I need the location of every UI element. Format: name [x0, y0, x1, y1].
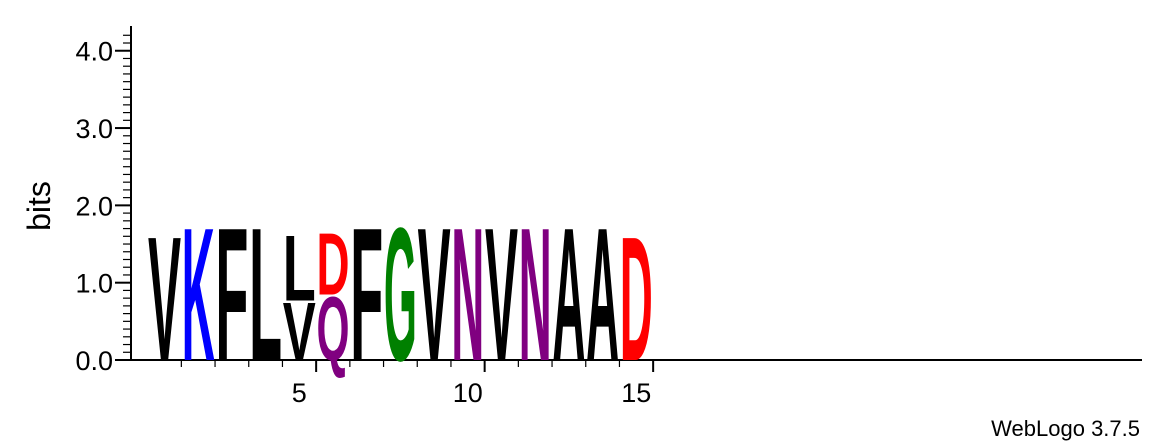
- logo-column-4: L: [249, 189, 282, 401]
- logo-letter-V: V: [148, 199, 181, 398]
- logo-column-10: N: [451, 190, 484, 402]
- x-axis: 5 10 15: [131, 359, 1142, 408]
- logo-letter-D: D: [620, 201, 653, 398]
- logo-letter-V: V: [485, 189, 518, 401]
- logo-column-12: N: [519, 190, 552, 402]
- logo-letter-K: K: [182, 190, 215, 402]
- logo-column-1: V: [148, 199, 181, 398]
- logo-column-6: QD: [316, 214, 349, 381]
- x-tick-label: 10: [453, 378, 483, 408]
- logo-column-8: G: [384, 189, 417, 402]
- y-tick-label: 0.0: [75, 346, 113, 376]
- logo-column-13: A: [552, 190, 585, 402]
- logo-letter-N: N: [519, 190, 552, 402]
- logo-letter-A: A: [552, 190, 585, 402]
- logo-letter-L: L: [283, 217, 316, 321]
- logo-letter-G: G: [384, 189, 417, 402]
- logo-column-5: VL: [283, 217, 316, 378]
- logo-letter-V: V: [418, 189, 451, 401]
- weblogo-credit: WebLogo 3.7.5: [991, 416, 1140, 441]
- logo-column-9: V: [418, 189, 451, 401]
- y-axis-title: bits: [21, 181, 57, 231]
- logo-column-14: A: [586, 190, 619, 402]
- logo-letter-F: F: [350, 189, 383, 401]
- logo-letter-A: A: [586, 190, 619, 402]
- logo-letter-L: L: [249, 189, 282, 401]
- y-tick-label: 2.0: [75, 191, 113, 221]
- y-tick-label: 1.0: [75, 269, 113, 299]
- logo-column-15: D: [620, 201, 653, 398]
- y-tick-label: 4.0: [75, 37, 113, 67]
- logo-column-2: K: [182, 190, 215, 402]
- logo-column-11: V: [485, 189, 518, 401]
- logo-letter-Q: Q: [316, 279, 349, 380]
- logo-letter-V: V: [283, 286, 316, 378]
- logo-column-3: F: [215, 189, 248, 401]
- y-tick-label: 3.0: [75, 114, 113, 144]
- x-tick-label: 5: [292, 378, 307, 408]
- x-tick-label: 15: [621, 378, 651, 408]
- y-axis: 0.0 1.0 2.0 3.0 4.0: [75, 26, 132, 376]
- logo-letter-N: N: [451, 190, 484, 402]
- logo-letter-F: F: [215, 189, 248, 401]
- logo-column-7: F: [350, 189, 383, 401]
- logo-letter-D: D: [316, 214, 349, 313]
